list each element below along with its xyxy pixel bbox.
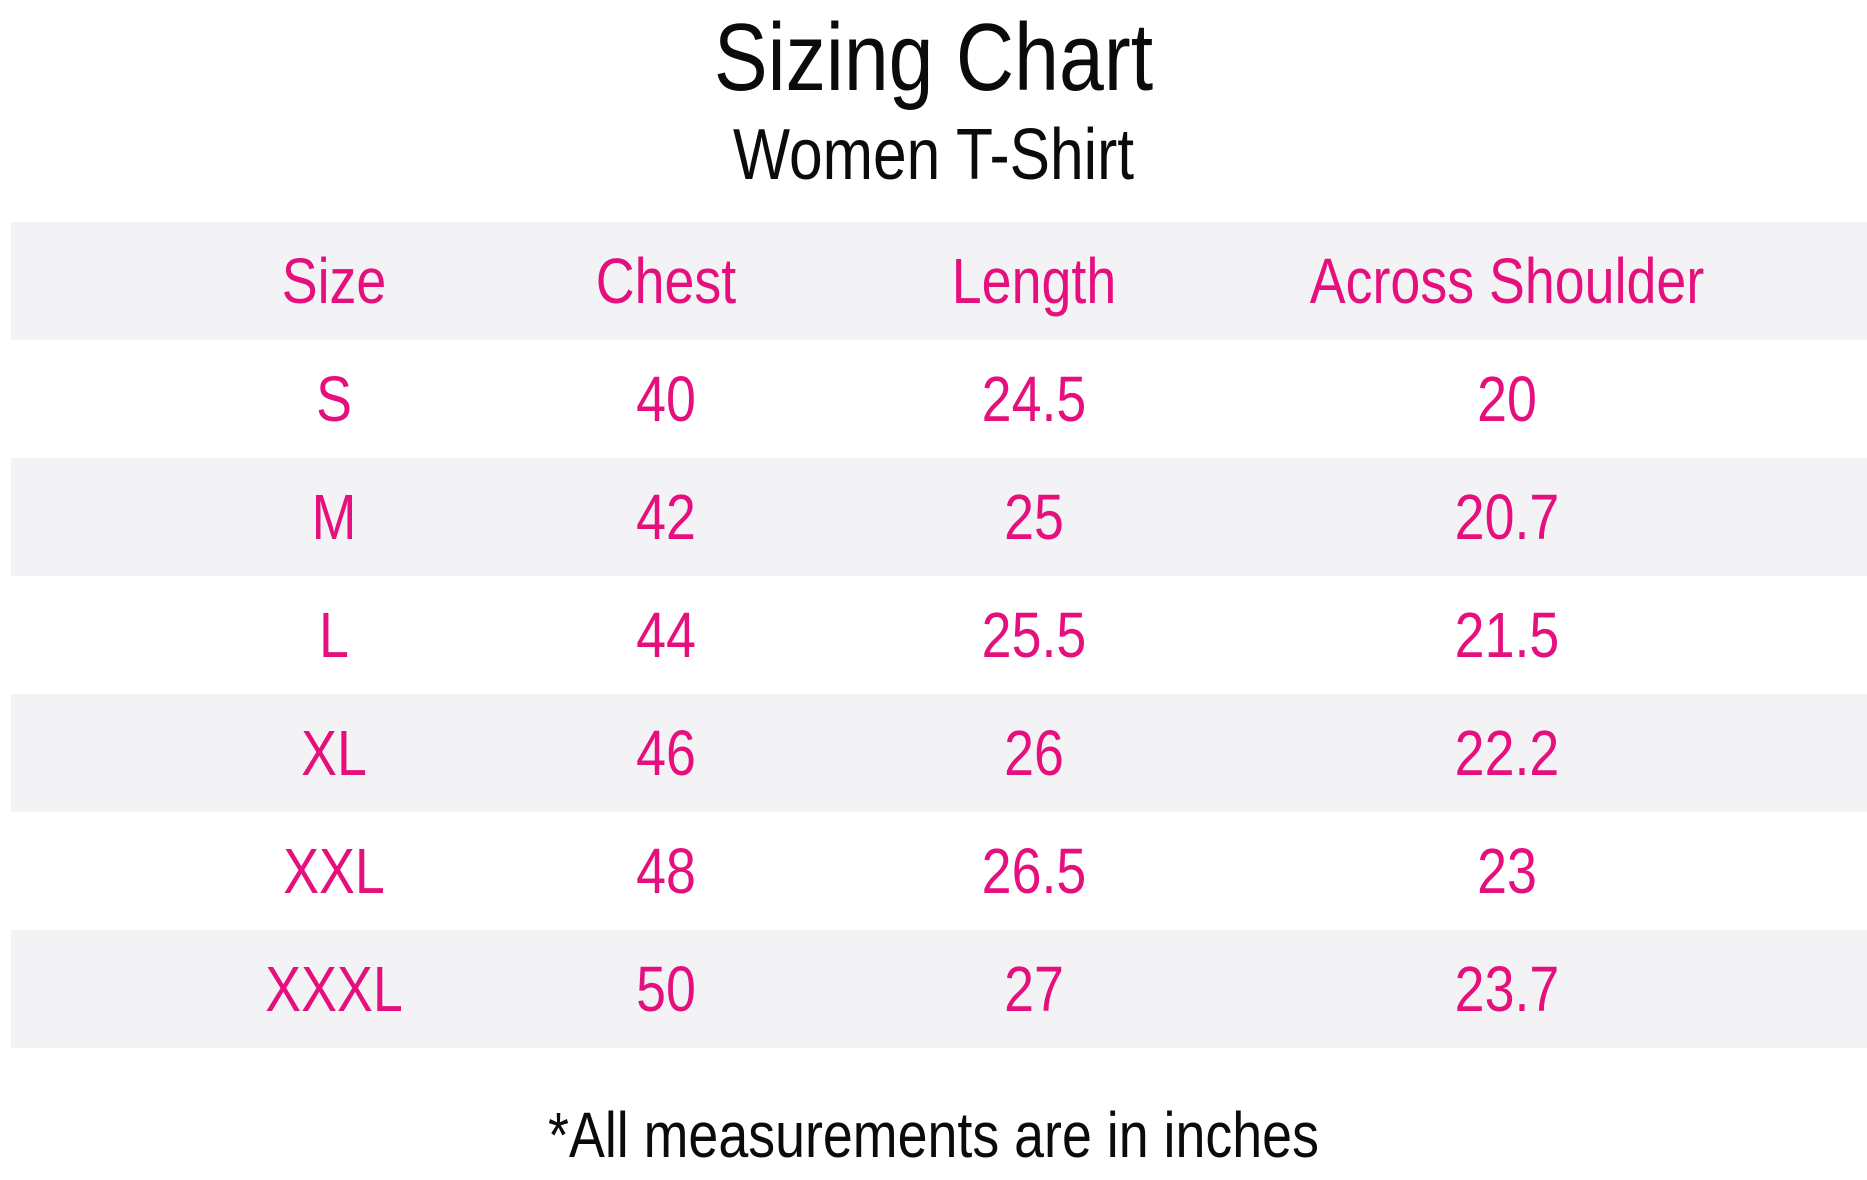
- cell-chest: 50: [636, 953, 696, 1025]
- cell-chest: 48: [636, 835, 696, 907]
- cell-shoulder: 23: [1477, 835, 1537, 907]
- table-row-xxl: XXL 48 26.5 23: [11, 812, 1867, 930]
- cell-length: 25: [1004, 481, 1064, 553]
- cell-chest: 44: [636, 599, 696, 671]
- column-header-chest: Chest: [595, 245, 737, 317]
- cell-length: 26.5: [981, 835, 1087, 907]
- cell-size: XXL: [283, 835, 385, 907]
- table-row-s: S 40 24.5 20: [11, 340, 1867, 458]
- cell-size: XL: [301, 717, 367, 789]
- table-header-row: Size Chest Length Across Shoulder: [11, 222, 1867, 340]
- cell-length: 25.5: [981, 599, 1087, 671]
- table-row-xl: XL 46 26 22.2: [11, 694, 1867, 812]
- cell-size: L: [319, 599, 349, 671]
- cell-shoulder: 20: [1477, 363, 1537, 435]
- cell-size: S: [316, 363, 352, 435]
- cell-chest: 42: [636, 481, 696, 553]
- measurements-footnote: *All measurements are in inches: [548, 1099, 1319, 1171]
- cell-length: 27: [1004, 953, 1064, 1025]
- cell-chest: 40: [636, 363, 696, 435]
- column-header-shoulder: Across Shoulder: [1309, 245, 1705, 317]
- column-header-size: Size: [281, 245, 387, 317]
- sizing-table: Size Chest Length Across Shoulder S 40 2…: [11, 222, 1867, 1048]
- page-title: Sizing Chart: [713, 4, 1154, 111]
- table-row-xxxl: XXXL 50 27 23.7: [11, 930, 1867, 1048]
- cell-shoulder: 20.7: [1454, 481, 1560, 553]
- page-subtitle: Women T-Shirt: [732, 115, 1135, 195]
- table-row-m: M 42 25 20.7: [11, 458, 1867, 576]
- cell-shoulder: 21.5: [1454, 599, 1560, 671]
- cell-size: M: [311, 481, 357, 553]
- cell-size: XXXL: [265, 953, 403, 1025]
- table-row-l: L 44 25.5 21.5: [11, 576, 1867, 694]
- cell-length: 26: [1004, 717, 1064, 789]
- cell-shoulder: 23.7: [1454, 953, 1560, 1025]
- column-header-length: Length: [951, 245, 1117, 317]
- cell-chest: 46: [636, 717, 696, 789]
- cell-length: 24.5: [981, 363, 1087, 435]
- cell-shoulder: 22.2: [1454, 717, 1560, 789]
